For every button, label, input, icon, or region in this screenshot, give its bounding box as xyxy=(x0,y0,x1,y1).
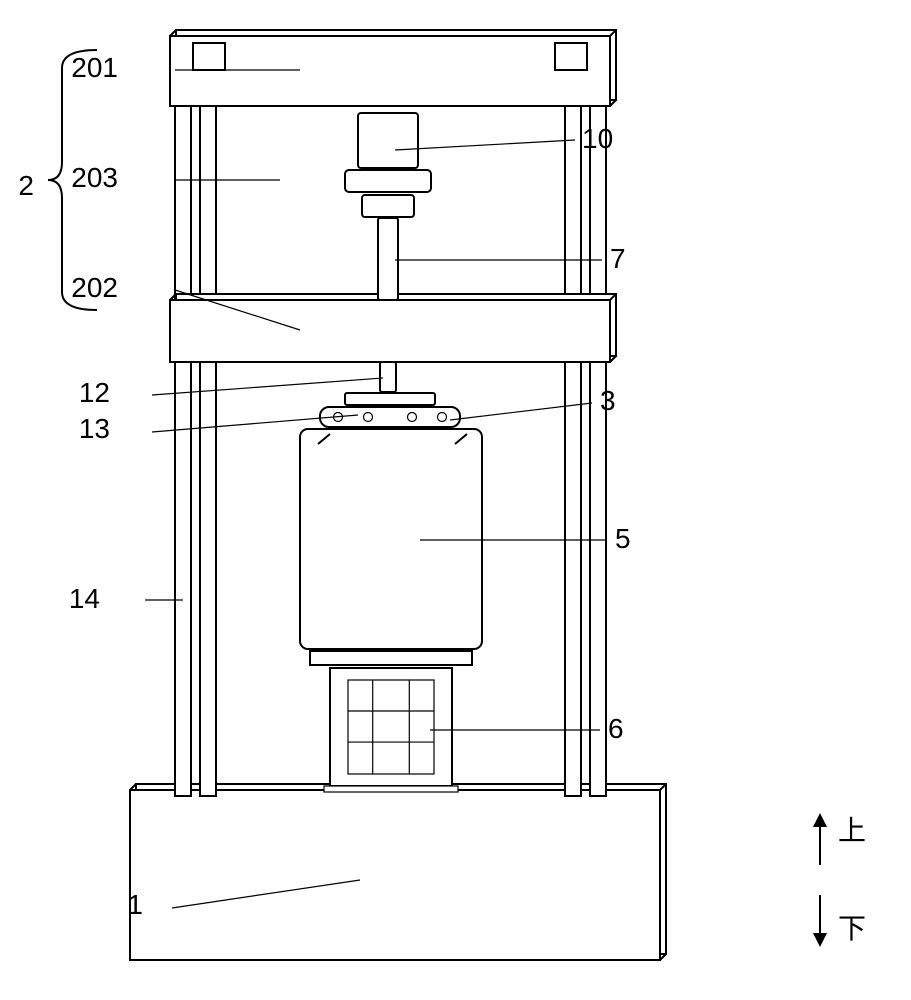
dir-down-label: 下 xyxy=(838,913,866,944)
callout-label-l12: 12 xyxy=(79,377,110,408)
callout-label-l7: 7 xyxy=(610,243,626,274)
callout-label-l5: 5 xyxy=(615,523,631,554)
callout-label-l14: 14 xyxy=(69,583,100,614)
technical-drawing: 20120320210712133514612 上下 xyxy=(0,0,911,1000)
machine-outline xyxy=(130,30,666,960)
group-label: 2 xyxy=(18,170,34,201)
callout-label-l202: 202 xyxy=(71,272,118,303)
callout-label-l201: 201 xyxy=(71,52,118,83)
callout-label-l1: 1 xyxy=(127,889,143,920)
callout-label-l3: 3 xyxy=(600,385,616,416)
callout-label-l13: 13 xyxy=(79,413,110,444)
callout-label-l10: 10 xyxy=(582,123,613,154)
callout-label-l203: 203 xyxy=(71,162,118,193)
callout-label-l6: 6 xyxy=(608,713,624,744)
direction-indicator: 上下 xyxy=(820,815,866,944)
dir-up-label: 上 xyxy=(838,815,866,846)
